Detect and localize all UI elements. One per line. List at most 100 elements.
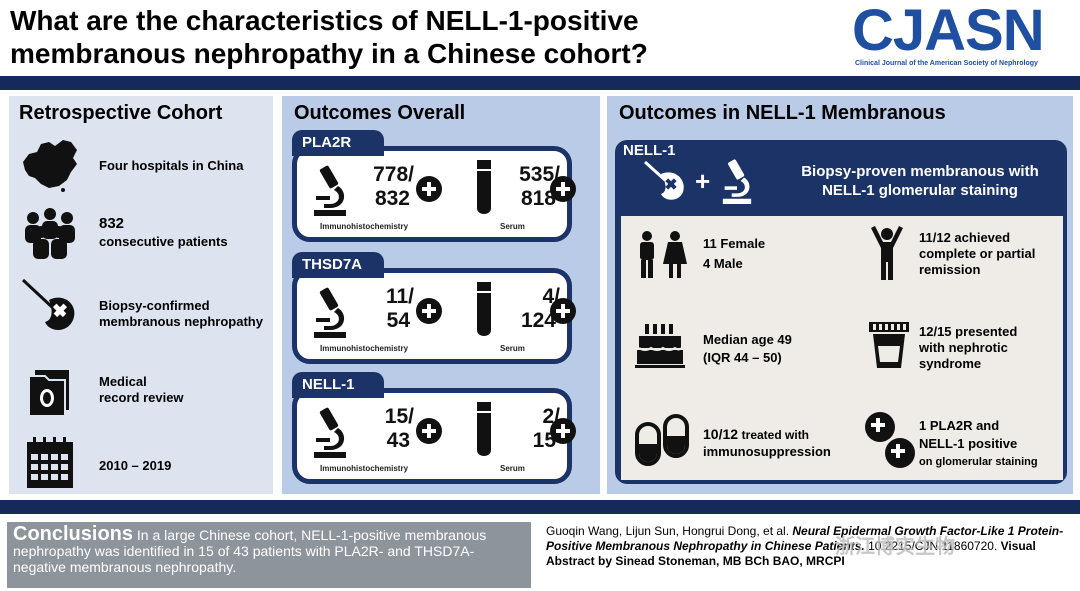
serum-label: Serum: [500, 344, 525, 353]
logo-subtitle: Clinical Journal of the American Society…: [855, 60, 1038, 67]
retro-row-years: 2010 – 2019: [9, 436, 273, 496]
retro-row-hospitals: Four hospitals in China: [9, 136, 273, 196]
test-tube-icon: [477, 402, 491, 456]
patient-count: 832: [99, 215, 125, 232]
ihc-numerator: 778/: [373, 163, 414, 186]
immuno-count: 10/12: [703, 426, 739, 442]
retro-row-text-2: record review: [99, 390, 184, 405]
citation-doi: 10.2215/CJN.11860720.: [868, 539, 998, 553]
test-tube-icon: [477, 282, 491, 336]
urine-cup-icon: [869, 322, 909, 368]
title-line-2: membranous nephropathy in a Chinese coho…: [10, 38, 648, 69]
citation-authors: Guoqin Wang, Lijun Sun, Hongrui Dong, et…: [546, 524, 790, 538]
ihc-label: Immunohistochemistry: [320, 344, 409, 353]
retrospective-cohort-panel: Retrospective Cohort Four hospitals in C…: [9, 96, 273, 494]
nell1-outcomes-panel: Outcomes in NELL-1 Membranous NELL-1 + B…: [607, 96, 1073, 494]
desc-line-1: Biopsy-proven membranous with: [801, 163, 1039, 180]
sex-female: 11 Female: [703, 236, 766, 251]
median-age: Median age 49: [703, 332, 792, 347]
nell-stats-area: 11 Female 4 Male 11/12 achieved complete…: [621, 216, 1063, 480]
age-iqr: (IQR 44 – 50): [703, 350, 782, 365]
ihc-denominator: 43: [386, 429, 410, 452]
serum-label: Serum: [500, 222, 525, 231]
plus-sign: +: [695, 166, 711, 196]
plus-icon: [416, 176, 442, 202]
cjasn-logo: CJASN: [852, 0, 1045, 63]
top-divider-bar: [0, 76, 1080, 90]
china-map-icon: [23, 140, 77, 192]
microscope-icon: [722, 159, 752, 204]
outcomes-overall-panel: Outcomes Overall PLA2R 778/ 832 535/ 818…: [282, 96, 600, 494]
card-tab: PLA2R: [292, 130, 384, 156]
antigen-card-pla2r: PLA2R 778/ 832 535/ 818 Immunohistochemi…: [292, 130, 590, 242]
nephrotic-line-2: with nephrotic: [919, 340, 1008, 355]
watermark: 浙江博实生物: [835, 536, 955, 558]
nell-tab: NELL-1: [623, 142, 676, 159]
calendar-icon: [27, 437, 73, 488]
microscope-icon: [314, 165, 346, 216]
plus-icon: [550, 176, 576, 202]
bottom-divider-bar: [0, 500, 1080, 514]
plus-icon: [865, 412, 895, 442]
retro-row-text-2: membranous nephropathy: [99, 314, 263, 329]
remission-line-1: 11/12 achieved: [919, 230, 1011, 245]
serum-denominator: 818: [520, 187, 556, 210]
retro-row-biopsy: Biopsy-confirmed membranous nephropathy: [9, 278, 273, 338]
immuno-text: treated with: [741, 428, 810, 442]
citation-title: Neural Epidermal Growth Factor-Like 1 Pr…: [546, 524, 1064, 553]
retro-row-records: Medical record review: [9, 364, 273, 424]
microscope-icon: [314, 287, 346, 338]
retro-row-text: 2010 – 2019: [99, 458, 172, 473]
nephrotic-line-1: 12/15 presented: [919, 324, 1018, 339]
serum-numerator: 535/: [519, 163, 560, 186]
kidney-biopsy-icon: [21, 278, 75, 330]
serum-label: Serum: [500, 464, 525, 473]
dual-line-3: on glomerular staining: [919, 456, 1038, 468]
pills-icon: [635, 414, 689, 466]
ihc-denominator: 54: [386, 309, 410, 332]
page-title: What are the characteristics of NELL-1-p…: [10, 4, 830, 70]
birthday-cake-icon: [635, 324, 685, 368]
female-male-icon: [640, 231, 687, 278]
dual-line-1: 1 PLA2R and: [919, 418, 1000, 433]
plus-icon: [550, 298, 576, 324]
retro-title: Retrospective Cohort: [19, 102, 223, 124]
antigen-card-thsd7a: THSD7A 11/ 54 4/ 124 Immunohistochemistr…: [292, 252, 590, 364]
test-tube-icon: [477, 160, 491, 214]
conclusion-heading: Conclusions: [13, 523, 134, 545]
nell-title: Outcomes in NELL-1 Membranous: [619, 102, 946, 124]
patient-count-label: consecutive patients: [99, 234, 228, 249]
retro-row-patients: 832 consecutive patients: [9, 204, 273, 264]
remission-line-3: remission: [919, 262, 981, 277]
conclusion-text: In a large Chinese cohort, NELL-1-positi…: [13, 527, 487, 575]
microscope-icon: [314, 407, 346, 458]
immuno-line-2: immunosuppression: [703, 444, 831, 459]
plus-icon: [885, 438, 915, 468]
remission-line-2: complete or partial: [919, 246, 1036, 261]
overall-title: Outcomes Overall: [294, 102, 466, 124]
retro-row-text: Four hospitals in China: [99, 158, 244, 173]
immuno-line-1: 10/12 treated with: [703, 426, 809, 443]
ihc-numerator: 11/: [385, 285, 414, 308]
plus-icon: [416, 418, 442, 444]
retro-row-text: Biopsy-confirmed: [99, 298, 210, 313]
header: What are the characteristics of NELL-1-p…: [0, 0, 1080, 74]
dual-line-2: NELL-1 positive: [919, 436, 1018, 451]
citation-credit: Visual Abstract by Sinead Stoneman, MB B…: [546, 539, 1036, 568]
card-tab: THSD7A: [292, 252, 384, 278]
antigen-card-nell1: NELL-1 15/ 43 2/ 15 Immunohistochemistry…: [292, 372, 590, 484]
ihc-label: Immunohistochemistry: [320, 464, 409, 473]
kidney-biopsy-icon: [643, 160, 684, 200]
desc-line-2: NELL-1 glomerular staining: [822, 182, 1018, 199]
ihc-numerator: 15/: [384, 405, 414, 428]
people-group-icon: [25, 208, 75, 259]
nephrotic-line-3: syndrome: [919, 356, 982, 371]
plus-icon: [550, 418, 576, 444]
sex-male: 4 Male: [703, 256, 743, 271]
title-line-1: What are the characteristics of NELL-1-p…: [10, 5, 639, 36]
retro-row-text: Medical: [99, 374, 147, 389]
conclusion-box: Conclusions In a large Chinese cohort, N…: [7, 522, 531, 588]
citation: Guoqin Wang, Lijun Sun, Hongrui Dong, et…: [546, 524, 1076, 569]
serum-denominator: 124: [520, 309, 556, 332]
person-arms-up-icon: [871, 226, 903, 280]
